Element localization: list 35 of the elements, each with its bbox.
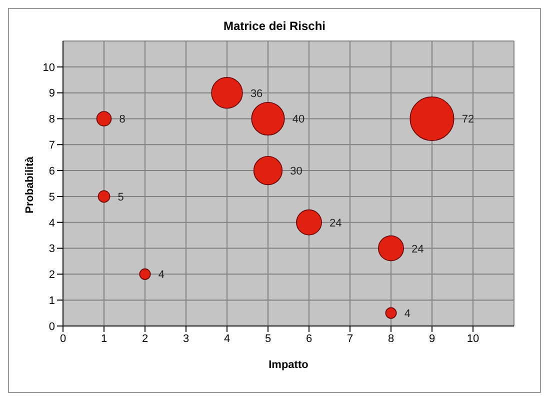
y-tick-label: 5 <box>48 191 55 204</box>
y-axis-title: Probabilità <box>24 156 36 214</box>
x-tick-label: 6 <box>306 332 312 345</box>
x-tick-label: 2 <box>142 332 148 345</box>
annotation: 72 <box>462 114 474 126</box>
y-tick-label: 8 <box>48 114 55 126</box>
annotation: 4 <box>404 308 410 320</box>
x-tick-label: 1 <box>100 332 108 345</box>
y-tick-label: 7 <box>48 140 55 152</box>
annotation: 40 <box>292 114 305 126</box>
y-tick-label: 0 <box>48 320 55 333</box>
chart-title: Matrice dei Rischi <box>222 18 327 33</box>
x-tick-label: 8 <box>388 332 394 345</box>
annotation: 30 <box>290 166 302 178</box>
annotation: 4 <box>158 269 164 282</box>
y-tick-label: 9 <box>48 88 55 100</box>
x-tick-label: 10 <box>466 332 480 345</box>
x-tick-label: 5 <box>264 332 272 345</box>
annotation: 24 <box>330 217 342 230</box>
annotation: 36 <box>250 88 263 100</box>
y-tick-label: 3 <box>48 243 55 256</box>
y-tick-label: 6 <box>48 165 55 178</box>
x-tick-label: 0 <box>60 332 66 345</box>
y-tick-label: 10 <box>42 62 55 74</box>
y-tick-label: 4 <box>48 217 55 230</box>
x-tick-label: 7 <box>346 332 354 345</box>
x-tick-label: 4 <box>224 332 230 345</box>
annotation: 5 <box>118 191 124 204</box>
annotation: 24 <box>412 243 424 256</box>
y-tick-label: 1 <box>48 294 55 307</box>
annotation: 8 <box>119 114 126 126</box>
x-tick-label: 9 <box>428 332 436 345</box>
x-axis-title: Impatto <box>268 358 309 371</box>
y-tick-label: 2 <box>48 269 55 282</box>
x-tick-label: 3 <box>182 332 190 345</box>
